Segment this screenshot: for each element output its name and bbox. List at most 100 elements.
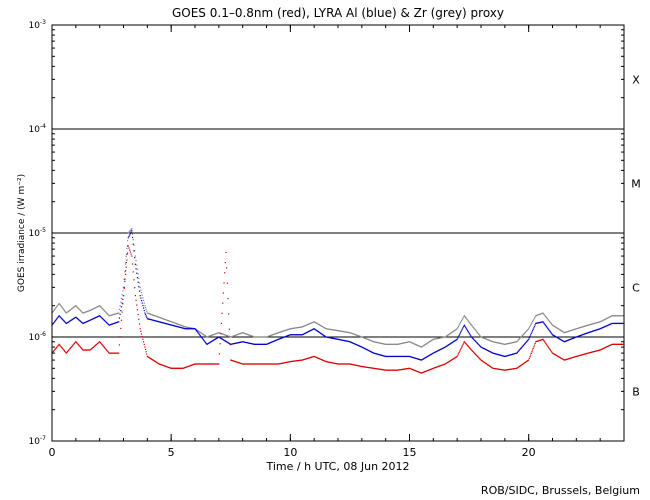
data-point [208, 363, 211, 365]
data-point [526, 360, 528, 363]
data-point [67, 321, 69, 323]
data-point [65, 352, 67, 354]
data-point [288, 328, 290, 330]
data-point [267, 335, 270, 337]
data-point [54, 308, 56, 311]
data-point [243, 363, 245, 365]
data-point [438, 337, 440, 339]
data-point [107, 314, 110, 316]
data-point [299, 334, 301, 336]
data-point [438, 349, 440, 351]
data-point [127, 232, 129, 234]
data-point [607, 317, 609, 319]
data-point [417, 371, 419, 373]
data-point [434, 366, 436, 369]
data-point [357, 334, 359, 337]
data-point [498, 342, 500, 344]
data-point [486, 338, 488, 340]
data-point [496, 342, 499, 344]
data-point [224, 334, 226, 336]
data-point [259, 336, 261, 338]
data-point [332, 362, 334, 364]
data-point [484, 362, 486, 364]
data-point [371, 367, 373, 369]
data-point [547, 318, 549, 320]
data-point [507, 369, 509, 371]
data-point [117, 352, 119, 354]
data-point [308, 330, 311, 332]
data-point [510, 342, 512, 344]
data-point [177, 367, 180, 369]
data-point [604, 318, 606, 321]
data-point [371, 340, 373, 342]
data-point [614, 322, 616, 325]
data-point [449, 343, 451, 345]
data-point [137, 313, 139, 316]
data-point [71, 307, 74, 309]
data-point [312, 321, 314, 323]
data-point [594, 329, 596, 332]
data-point [155, 320, 157, 322]
data-point [357, 345, 360, 347]
data-point [547, 345, 549, 347]
data-point [121, 311, 123, 313]
data-point [415, 357, 417, 360]
data-point [121, 302, 123, 304]
data-point [139, 286, 141, 288]
data-point [209, 341, 211, 343]
data-point [245, 333, 247, 335]
data-point [341, 363, 343, 365]
data-point [385, 355, 387, 358]
data-point [176, 325, 178, 328]
data-point [228, 335, 231, 338]
data-point [101, 307, 103, 309]
data-point [171, 324, 173, 326]
data-point [406, 368, 409, 370]
data-point [61, 318, 63, 320]
data-point [99, 305, 101, 307]
data-point [225, 340, 227, 343]
data-point [369, 350, 371, 352]
data-point [534, 342, 536, 345]
data-point [470, 349, 473, 351]
data-point [556, 327, 558, 329]
data-point [198, 330, 200, 333]
data-point [602, 319, 604, 322]
data-point [497, 368, 499, 370]
data-point [240, 332, 242, 335]
data-point [433, 367, 435, 369]
data-point [84, 311, 86, 313]
data-point [600, 327, 603, 329]
data-point [616, 322, 618, 325]
data-point [336, 363, 338, 365]
data-point [212, 363, 215, 365]
data-point [187, 326, 189, 329]
data-point [136, 272, 138, 274]
data-point [105, 321, 108, 324]
data-point [595, 329, 597, 331]
data-point [242, 332, 244, 334]
data-point [88, 349, 91, 351]
data-point [247, 363, 249, 365]
data-point [502, 369, 505, 371]
data-point [262, 336, 264, 338]
data-point [407, 355, 409, 358]
data-point [530, 352, 532, 355]
data-point [133, 250, 135, 252]
data-point [348, 341, 350, 343]
data-point [289, 334, 291, 336]
data-point [472, 327, 475, 329]
data-point [57, 344, 60, 346]
data-point [133, 244, 135, 246]
data-point [411, 342, 413, 344]
data-point [418, 345, 420, 347]
data-point [413, 357, 415, 359]
data-point [459, 350, 461, 352]
data-point [103, 319, 106, 322]
data-point [620, 343, 622, 345]
data-point [537, 314, 540, 316]
data-point [333, 337, 335, 340]
series-2 [51, 245, 625, 374]
data-point [234, 334, 236, 337]
data-point [241, 332, 243, 334]
